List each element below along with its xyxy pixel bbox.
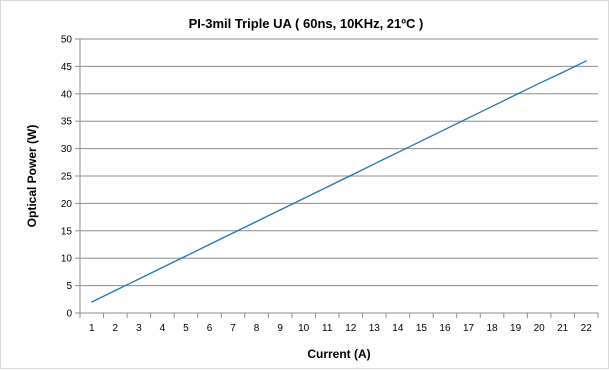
- data-point: [373, 163, 375, 165]
- x-tick-label: 6: [207, 323, 213, 334]
- chart-title: PI-3mil Triple UA ( 60ns, 10KHz, 21ºC ): [189, 16, 424, 31]
- data-point: [303, 197, 305, 200]
- data-point: [326, 186, 328, 188]
- x-tick-label: 1: [89, 323, 95, 334]
- x-tick-label: 18: [486, 323, 498, 334]
- data-point: [491, 105, 493, 108]
- data-point: [161, 266, 164, 269]
- y-tick-label: 0: [66, 309, 72, 320]
- x-tick-label: 3: [136, 323, 142, 334]
- x-tick-label: 4: [160, 323, 166, 334]
- y-tick-label: 10: [61, 254, 73, 265]
- x-tick-label: 14: [392, 323, 404, 334]
- x-tick-label: 16: [439, 323, 451, 334]
- data-point: [208, 243, 211, 246]
- x-tick-label: 2: [113, 323, 119, 334]
- data-point: [444, 128, 446, 131]
- y-tick-label: 35: [61, 117, 73, 128]
- y-tick-label: 25: [61, 172, 73, 183]
- series-line: [91, 60, 587, 303]
- data-point: [420, 140, 423, 142]
- data-point: [350, 174, 352, 177]
- data-point: [467, 117, 470, 119]
- x-tick-label: 13: [369, 323, 381, 334]
- y-axis-title: Optical Power (W): [25, 125, 39, 228]
- x-tick-label: 15: [416, 323, 428, 334]
- data-point: [562, 71, 564, 74]
- x-tick-label: 7: [230, 323, 236, 334]
- y-tick-label: 50: [61, 35, 73, 46]
- x-tick-label: 12: [345, 323, 357, 334]
- data-point: [114, 289, 116, 292]
- data-point: [279, 209, 281, 211]
- x-tick-label: 17: [463, 323, 475, 334]
- data-point: [232, 232, 234, 234]
- series-layer: [91, 60, 587, 303]
- y-tick-label: 40: [61, 89, 73, 100]
- x-tick-label: 5: [183, 323, 189, 334]
- data-point: [514, 94, 517, 96]
- x-axis-title: Current (A): [307, 347, 370, 361]
- y-tick-label: 15: [61, 226, 73, 237]
- x-tick-label: 8: [254, 323, 260, 334]
- x-tick-label: 11: [322, 323, 333, 334]
- y-tick-label: 5: [66, 281, 72, 292]
- data-point: [538, 82, 540, 84]
- data-point: [397, 151, 399, 154]
- data-point: [138, 278, 140, 280]
- gridlines: [80, 38, 598, 314]
- x-tick-label: 20: [534, 323, 546, 334]
- x-tick-label: 21: [557, 323, 569, 334]
- y-tick-label: 30: [61, 144, 73, 155]
- data-point: [585, 60, 587, 62]
- data-point: [185, 255, 187, 257]
- y-tick-label: 20: [61, 199, 73, 210]
- y-tick-label: 45: [61, 62, 73, 73]
- x-tick-label: 9: [277, 323, 283, 334]
- data-point: [91, 301, 93, 303]
- x-tick-label: 10: [298, 323, 310, 334]
- data-point: [255, 220, 258, 223]
- x-tick-label: 22: [581, 323, 593, 334]
- x-tick-label: 19: [510, 323, 522, 334]
